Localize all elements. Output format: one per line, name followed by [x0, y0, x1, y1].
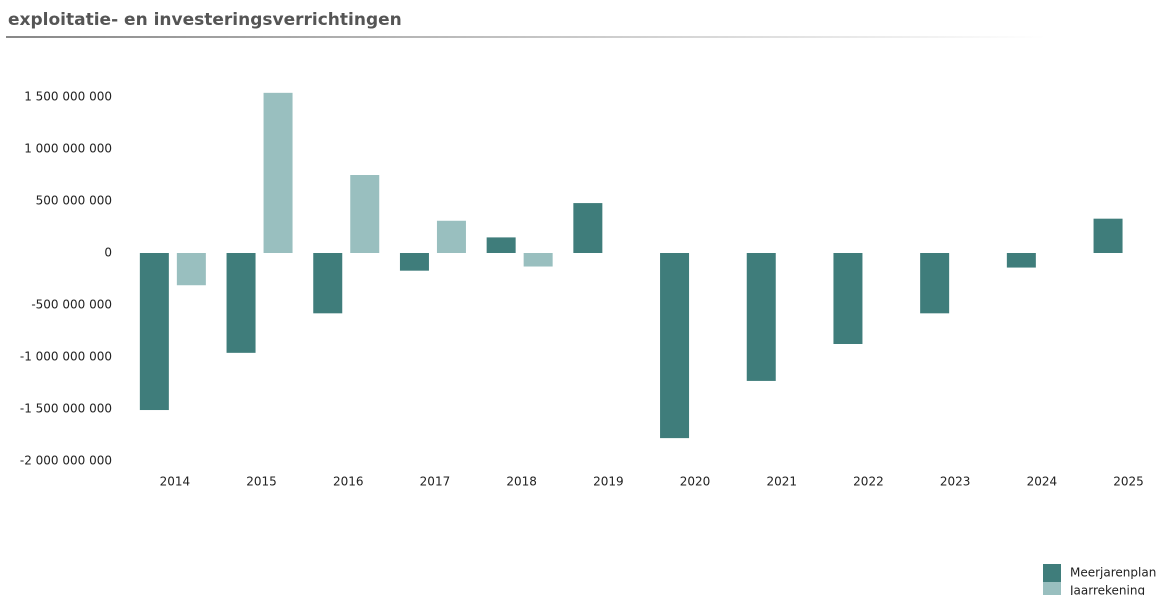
y-tick-label: -1 500 000 000	[20, 402, 112, 416]
x-tick-label: 2017	[420, 475, 451, 489]
y-tick-label: -1 000 000 000	[20, 350, 112, 364]
y-tick-label: 1 000 000 000	[24, 142, 112, 156]
bar	[1093, 218, 1123, 253]
y-tick-label: 1 500 000 000	[24, 90, 112, 104]
x-tick-label: 2021	[766, 475, 797, 489]
x-tick-label: 2024	[1027, 475, 1058, 489]
title-underline	[6, 36, 1046, 38]
bar	[660, 253, 690, 439]
bar	[139, 253, 169, 411]
bar	[313, 253, 343, 314]
x-tick-label: 2015	[246, 475, 277, 489]
legend-label: Jaarrekening	[1069, 584, 1145, 595]
bar	[399, 253, 429, 271]
y-tick-label: -500 000 000	[31, 298, 112, 312]
legend-label: Meerjarenplan	[1070, 566, 1156, 580]
y-tick-label: 500 000 000	[36, 194, 112, 208]
bar	[573, 203, 603, 253]
bar	[486, 237, 516, 253]
y-tick-label: -2 000 000 000	[20, 454, 112, 468]
x-tick-label: 2018	[506, 475, 537, 489]
x-tick-label: 2019	[593, 475, 624, 489]
bar	[263, 92, 293, 253]
bar	[833, 253, 863, 344]
bar	[1006, 253, 1036, 268]
x-tick-label: 2020	[680, 475, 711, 489]
x-tick-label: 2014	[160, 475, 191, 489]
bar	[226, 253, 256, 353]
bar	[920, 253, 950, 314]
legend-swatch	[1043, 582, 1061, 595]
bar	[746, 253, 776, 381]
x-tick-label: 2022	[853, 475, 884, 489]
bar	[350, 175, 380, 253]
chart-title: exploitatie- en investeringsverrichtinge…	[8, 10, 402, 30]
x-tick-label: 2016	[333, 475, 364, 489]
bar	[176, 253, 206, 286]
bar	[436, 220, 466, 253]
x-tick-label: 2023	[940, 475, 971, 489]
legend-swatch	[1043, 564, 1061, 582]
x-tick-label: 2025	[1113, 475, 1144, 489]
y-tick-label: 0	[104, 246, 112, 260]
bar	[523, 253, 553, 267]
